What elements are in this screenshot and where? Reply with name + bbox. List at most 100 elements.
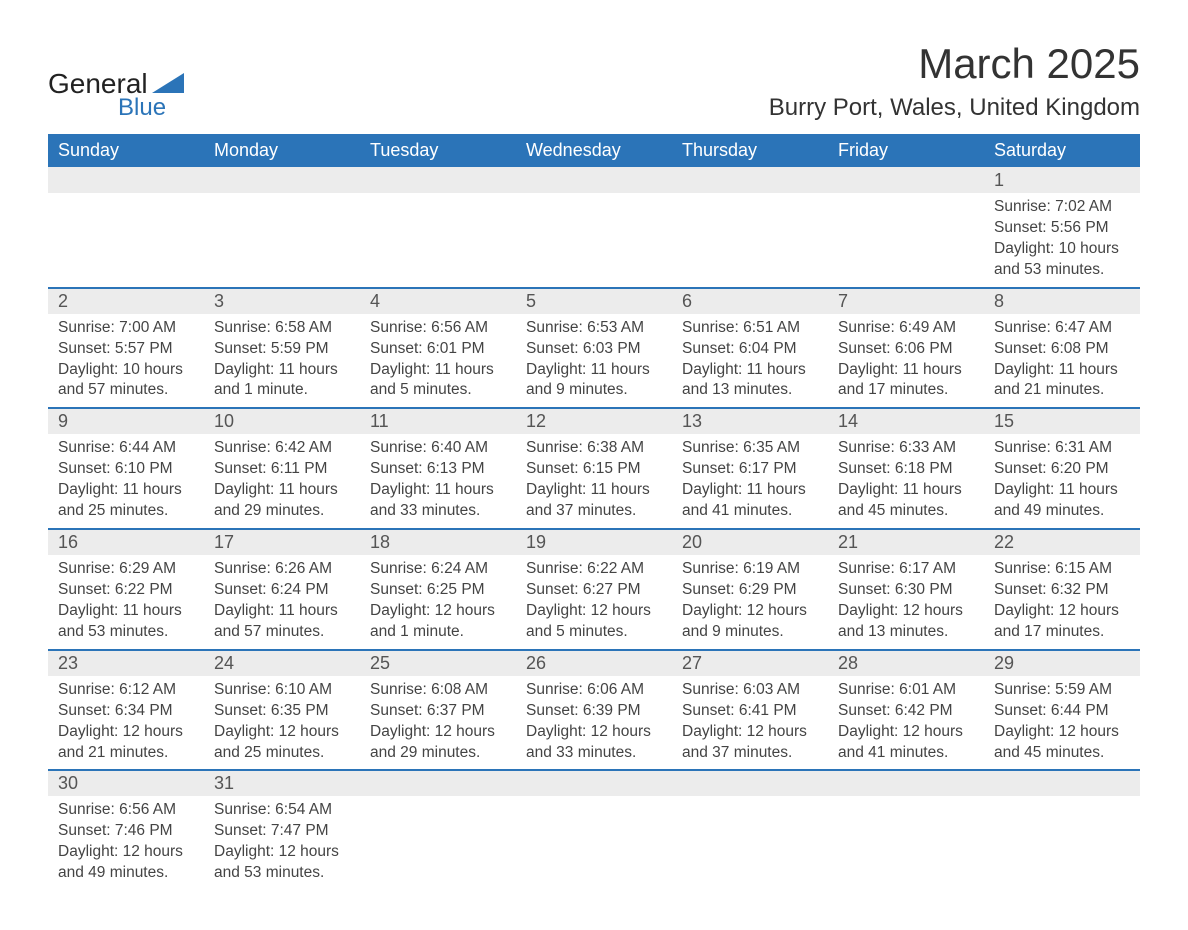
day-d1: Daylight: 12 hours bbox=[994, 722, 1130, 743]
day-number-cell: 22 bbox=[984, 529, 1140, 555]
day-number-cell: 19 bbox=[516, 529, 672, 555]
day-sr: Sunrise: 6:58 AM bbox=[214, 318, 350, 339]
day-ss: Sunset: 7:46 PM bbox=[58, 821, 194, 842]
day-ss: Sunset: 6:24 PM bbox=[214, 580, 350, 601]
day-ss: Sunset: 5:56 PM bbox=[994, 218, 1130, 239]
day-info-cell bbox=[672, 796, 828, 890]
day-ss: Sunset: 5:59 PM bbox=[214, 339, 350, 360]
day-info-cell bbox=[360, 193, 516, 288]
day-number-cell bbox=[516, 167, 672, 193]
day-d2: and 1 minute. bbox=[214, 380, 350, 401]
weekday-header: Wednesday bbox=[516, 134, 672, 167]
day-info-cell: Sunrise: 6:31 AMSunset: 6:20 PMDaylight:… bbox=[984, 434, 1140, 529]
weekday-header: Thursday bbox=[672, 134, 828, 167]
day-d1: Daylight: 11 hours bbox=[838, 360, 974, 381]
day-d1: Daylight: 12 hours bbox=[682, 722, 818, 743]
day-d2: and 29 minutes. bbox=[214, 501, 350, 522]
day-ss: Sunset: 6:06 PM bbox=[838, 339, 974, 360]
weekday-header: Friday bbox=[828, 134, 984, 167]
day-ss: Sunset: 6:04 PM bbox=[682, 339, 818, 360]
day-number-row: 16171819202122 bbox=[48, 529, 1140, 555]
day-number-cell: 21 bbox=[828, 529, 984, 555]
day-number-cell bbox=[48, 167, 204, 193]
day-number-cell bbox=[984, 770, 1140, 796]
day-info-cell bbox=[984, 796, 1140, 890]
day-sr: Sunrise: 6:03 AM bbox=[682, 680, 818, 701]
day-number-cell bbox=[516, 770, 672, 796]
day-sr: Sunrise: 6:26 AM bbox=[214, 559, 350, 580]
day-ss: Sunset: 6:20 PM bbox=[994, 459, 1130, 480]
day-d2: and 25 minutes. bbox=[214, 743, 350, 764]
day-info-row: Sunrise: 6:12 AMSunset: 6:34 PMDaylight:… bbox=[48, 676, 1140, 771]
day-info-cell bbox=[360, 796, 516, 890]
day-d2: and 49 minutes. bbox=[58, 863, 194, 884]
day-number-row: 1 bbox=[48, 167, 1140, 193]
day-info-row: Sunrise: 7:00 AMSunset: 5:57 PMDaylight:… bbox=[48, 314, 1140, 409]
day-number-row: 23242526272829 bbox=[48, 650, 1140, 676]
day-number-cell bbox=[204, 167, 360, 193]
day-d1: Daylight: 11 hours bbox=[214, 601, 350, 622]
day-info-cell: Sunrise: 6:33 AMSunset: 6:18 PMDaylight:… bbox=[828, 434, 984, 529]
day-number-cell: 26 bbox=[516, 650, 672, 676]
day-d1: Daylight: 12 hours bbox=[214, 842, 350, 863]
day-d2: and 5 minutes. bbox=[526, 622, 662, 643]
day-number-cell: 24 bbox=[204, 650, 360, 676]
day-number-cell: 18 bbox=[360, 529, 516, 555]
day-info-cell: Sunrise: 6:12 AMSunset: 6:34 PMDaylight:… bbox=[48, 676, 204, 771]
day-info-cell: Sunrise: 6:56 AMSunset: 7:46 PMDaylight:… bbox=[48, 796, 204, 890]
day-number-cell: 6 bbox=[672, 288, 828, 314]
day-ss: Sunset: 6:10 PM bbox=[58, 459, 194, 480]
day-ss: Sunset: 6:32 PM bbox=[994, 580, 1130, 601]
day-ss: Sunset: 6:18 PM bbox=[838, 459, 974, 480]
day-info-cell: Sunrise: 6:53 AMSunset: 6:03 PMDaylight:… bbox=[516, 314, 672, 409]
day-number-cell: 16 bbox=[48, 529, 204, 555]
day-d2: and 17 minutes. bbox=[994, 622, 1130, 643]
day-info-cell: Sunrise: 6:35 AMSunset: 6:17 PMDaylight:… bbox=[672, 434, 828, 529]
day-ss: Sunset: 6:11 PM bbox=[214, 459, 350, 480]
day-number-cell: 25 bbox=[360, 650, 516, 676]
day-number-cell: 28 bbox=[828, 650, 984, 676]
day-sr: Sunrise: 6:19 AM bbox=[682, 559, 818, 580]
weekday-header: Sunday bbox=[48, 134, 204, 167]
day-number-row: 9101112131415 bbox=[48, 408, 1140, 434]
day-ss: Sunset: 6:15 PM bbox=[526, 459, 662, 480]
day-d1: Daylight: 10 hours bbox=[58, 360, 194, 381]
day-d2: and 25 minutes. bbox=[58, 501, 194, 522]
day-d2: and 9 minutes. bbox=[682, 622, 818, 643]
day-ss: Sunset: 5:57 PM bbox=[58, 339, 194, 360]
day-sr: Sunrise: 6:17 AM bbox=[838, 559, 974, 580]
weekday-header: Tuesday bbox=[360, 134, 516, 167]
day-number-cell: 11 bbox=[360, 408, 516, 434]
day-d2: and 49 minutes. bbox=[994, 501, 1130, 522]
day-number-cell: 4 bbox=[360, 288, 516, 314]
day-number-cell bbox=[360, 167, 516, 193]
day-d2: and 13 minutes. bbox=[838, 622, 974, 643]
day-ss: Sunset: 6:44 PM bbox=[994, 701, 1130, 722]
day-number-cell: 20 bbox=[672, 529, 828, 555]
day-d1: Daylight: 12 hours bbox=[838, 722, 974, 743]
day-info-cell: Sunrise: 6:08 AMSunset: 6:37 PMDaylight:… bbox=[360, 676, 516, 771]
day-d1: Daylight: 11 hours bbox=[58, 480, 194, 501]
day-d1: Daylight: 12 hours bbox=[994, 601, 1130, 622]
day-d1: Daylight: 11 hours bbox=[994, 480, 1130, 501]
day-number-cell: 30 bbox=[48, 770, 204, 796]
day-number-cell: 7 bbox=[828, 288, 984, 314]
day-info-cell bbox=[828, 796, 984, 890]
day-d1: Daylight: 12 hours bbox=[838, 601, 974, 622]
day-ss: Sunset: 6:41 PM bbox=[682, 701, 818, 722]
page-header: General Blue March 2025 Burry Port, Wale… bbox=[48, 40, 1140, 122]
day-info-cell: Sunrise: 6:42 AMSunset: 6:11 PMDaylight:… bbox=[204, 434, 360, 529]
day-ss: Sunset: 6:25 PM bbox=[370, 580, 506, 601]
day-sr: Sunrise: 6:56 AM bbox=[370, 318, 506, 339]
day-d1: Daylight: 11 hours bbox=[682, 360, 818, 381]
day-d1: Daylight: 12 hours bbox=[214, 722, 350, 743]
day-info-cell: Sunrise: 6:06 AMSunset: 6:39 PMDaylight:… bbox=[516, 676, 672, 771]
day-info-cell: Sunrise: 6:03 AMSunset: 6:41 PMDaylight:… bbox=[672, 676, 828, 771]
day-sr: Sunrise: 6:22 AM bbox=[526, 559, 662, 580]
day-number-cell: 5 bbox=[516, 288, 672, 314]
weekday-header: Saturday bbox=[984, 134, 1140, 167]
day-info-cell: Sunrise: 6:40 AMSunset: 6:13 PMDaylight:… bbox=[360, 434, 516, 529]
day-d2: and 45 minutes. bbox=[994, 743, 1130, 764]
day-d2: and 1 minute. bbox=[370, 622, 506, 643]
brand-logo: General Blue bbox=[48, 62, 184, 122]
